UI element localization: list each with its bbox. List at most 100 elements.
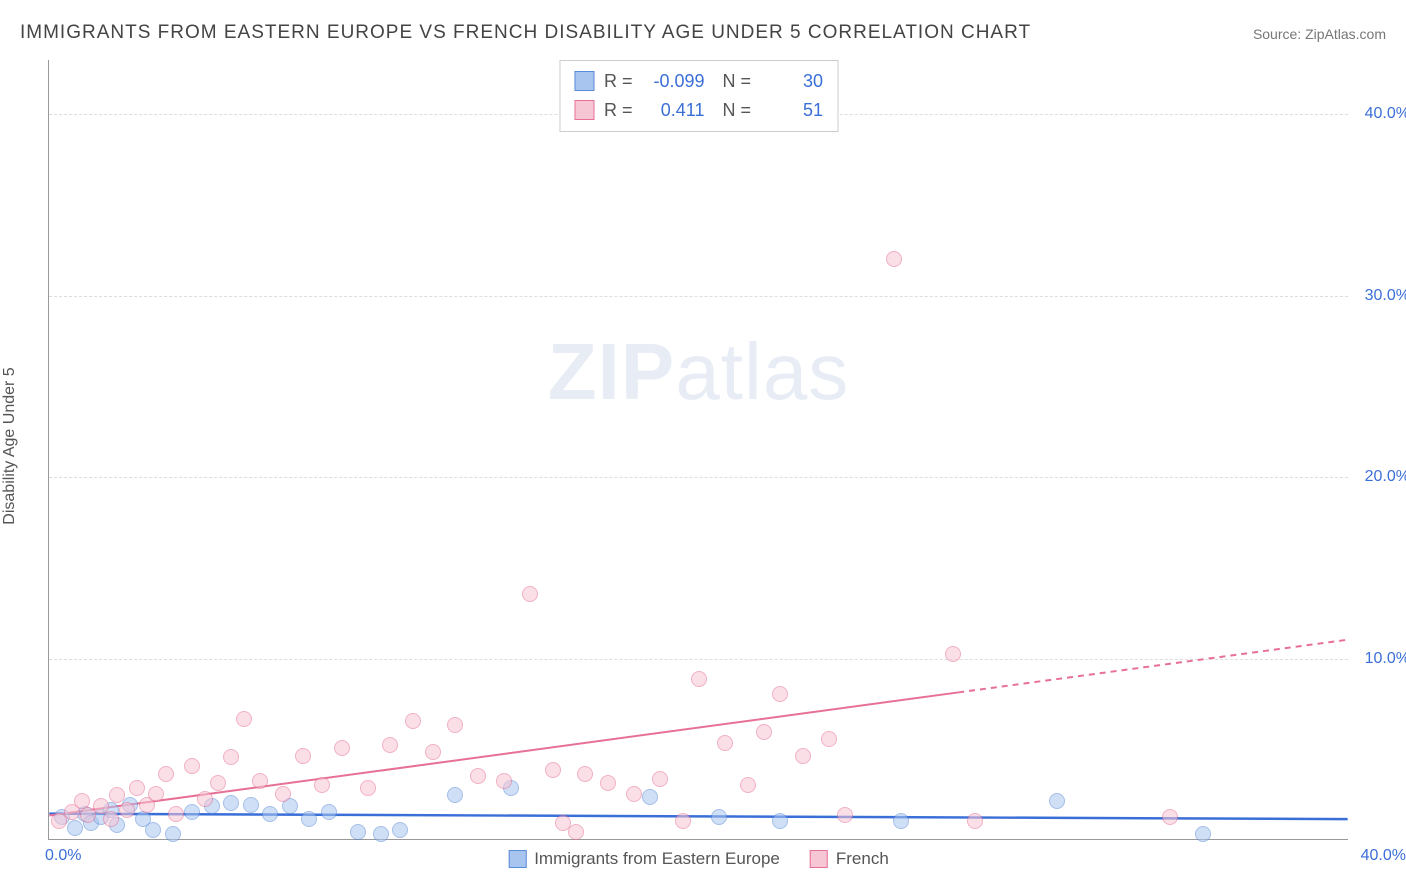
source-attribution: Source: ZipAtlas.com (1253, 26, 1386, 42)
legend-swatch-pink (574, 100, 594, 120)
scatter-point (360, 780, 376, 796)
scatter-point (447, 717, 463, 733)
scatter-point (1162, 809, 1178, 825)
scatter-point (197, 791, 213, 807)
legend-r-label: R = (604, 96, 633, 125)
watermark-zip: ZIP (548, 327, 675, 416)
scatter-point (184, 804, 200, 820)
scatter-point (67, 820, 83, 836)
watermark-atlas: atlas (675, 327, 849, 416)
legend-item-blue: Immigrants from Eastern Europe (508, 849, 780, 869)
scatter-point (275, 786, 291, 802)
legend-stats-row: R = 0.411 N = 51 (574, 96, 823, 125)
scatter-point (334, 740, 350, 756)
page-title: IMMIGRANTS FROM EASTERN EUROPE VS FRENCH… (20, 22, 1031, 44)
x-tick-max: 40.0% (1361, 847, 1406, 865)
scatter-point (321, 804, 337, 820)
y-tick-label: 10.0% (1365, 650, 1406, 668)
y-tick-label: 30.0% (1365, 287, 1406, 305)
scatter-point (691, 671, 707, 687)
legend-label-pink: French (836, 849, 889, 869)
scatter-point (945, 646, 961, 662)
gridline (49, 659, 1348, 660)
scatter-point (295, 748, 311, 764)
y-tick-label: 20.0% (1365, 468, 1406, 486)
scatter-point (772, 813, 788, 829)
trend-line-dashed (958, 640, 1347, 693)
scatter-point (711, 809, 727, 825)
legend-n-value-blue: 30 (761, 67, 823, 96)
scatter-point (568, 824, 584, 840)
scatter-point (350, 824, 366, 840)
gridline (49, 477, 1348, 478)
legend-swatch-blue (574, 71, 594, 91)
scatter-point (795, 748, 811, 764)
legend-r-value-blue: -0.099 (643, 67, 705, 96)
scatter-point (425, 744, 441, 760)
scatter-point (314, 777, 330, 793)
scatter-point (373, 826, 389, 842)
scatter-point (236, 711, 252, 727)
correlation-scatter-chart: ZIPatlas 10.0%20.0%30.0%40.0% 0.0% 40.0%… (48, 60, 1348, 840)
scatter-point (148, 786, 164, 802)
scatter-point (837, 807, 853, 823)
legend-n-value-pink: 51 (761, 96, 823, 125)
legend-n-label: N = (723, 96, 752, 125)
scatter-point (103, 811, 119, 827)
scatter-point (626, 786, 642, 802)
gridline (49, 296, 1348, 297)
y-axis-label: Disability Age Under 5 (1, 367, 19, 524)
scatter-point (405, 713, 421, 729)
scatter-point (1049, 793, 1065, 809)
scatter-point (675, 813, 691, 829)
scatter-point (252, 773, 268, 789)
legend-item-pink: French (810, 849, 889, 869)
scatter-point (717, 735, 733, 751)
scatter-point (119, 802, 135, 818)
scatter-point (893, 813, 909, 829)
scatter-point (577, 766, 593, 782)
x-tick-min: 0.0% (45, 847, 81, 865)
scatter-point (243, 797, 259, 813)
scatter-point (967, 813, 983, 829)
legend-label-blue: Immigrants from Eastern Europe (534, 849, 780, 869)
scatter-point (262, 806, 278, 822)
scatter-point (1195, 826, 1211, 842)
scatter-point (168, 806, 184, 822)
trend-line-solid (49, 692, 958, 815)
legend-swatch-blue (508, 850, 526, 868)
scatter-point (470, 768, 486, 784)
scatter-point (223, 795, 239, 811)
legend-n-label: N = (723, 67, 752, 96)
y-tick-label: 40.0% (1365, 105, 1406, 123)
scatter-point (600, 775, 616, 791)
scatter-point (821, 731, 837, 747)
scatter-point (382, 737, 398, 753)
scatter-point (223, 749, 239, 765)
legend-swatch-pink (810, 850, 828, 868)
legend-r-value-pink: 0.411 (643, 96, 705, 125)
scatter-point (165, 826, 181, 842)
scatter-point (496, 773, 512, 789)
scatter-point (392, 822, 408, 838)
scatter-point (145, 822, 161, 838)
scatter-point (301, 811, 317, 827)
scatter-point (210, 775, 226, 791)
scatter-point (652, 771, 668, 787)
scatter-point (756, 724, 772, 740)
scatter-point (642, 789, 658, 805)
scatter-point (772, 686, 788, 702)
scatter-point (886, 251, 902, 267)
legend-series: Immigrants from Eastern Europe French (508, 849, 889, 869)
scatter-point (545, 762, 561, 778)
watermark-text: ZIPatlas (548, 326, 849, 418)
scatter-point (740, 777, 756, 793)
scatter-point (109, 787, 125, 803)
scatter-point (129, 780, 145, 796)
scatter-point (158, 766, 174, 782)
legend-stats-row: R = -0.099 N = 30 (574, 67, 823, 96)
scatter-point (184, 758, 200, 774)
legend-stats-box: R = -0.099 N = 30 R = 0.411 N = 51 (559, 60, 838, 132)
scatter-point (447, 787, 463, 803)
trend-line-solid (49, 814, 1347, 819)
